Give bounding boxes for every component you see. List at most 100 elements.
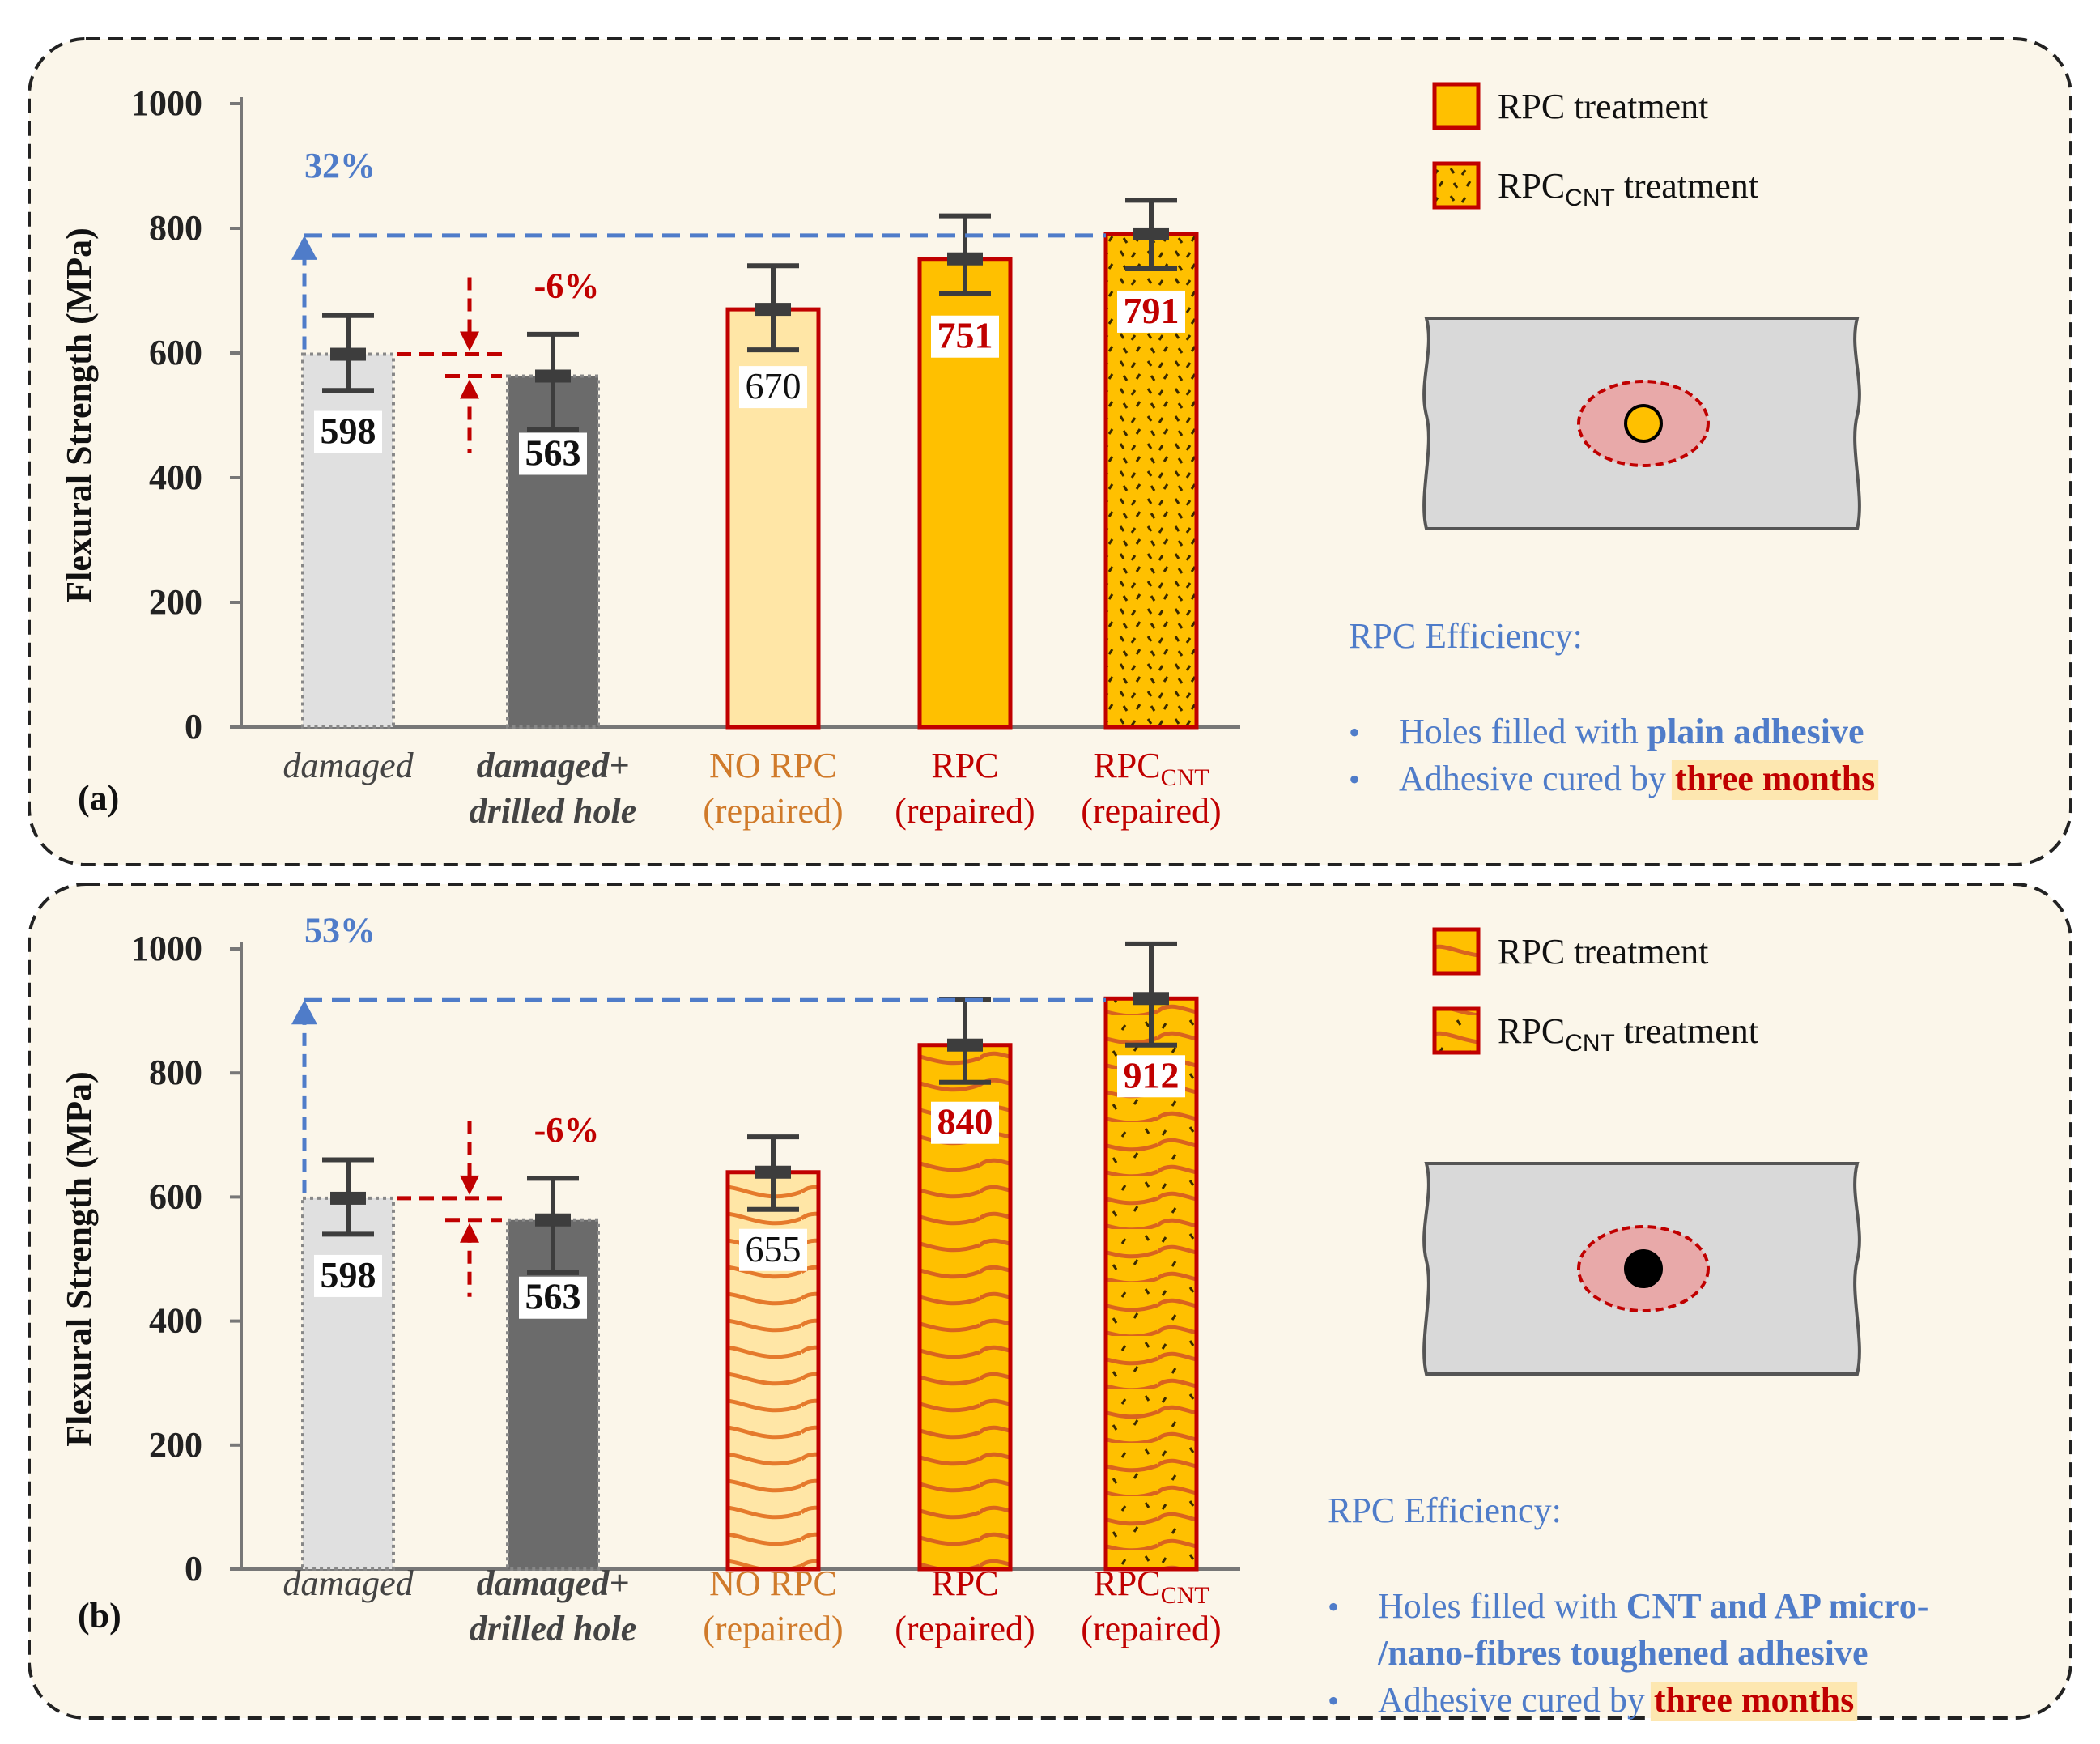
- legend-label-1: RPCCNT treatment: [1498, 1011, 1758, 1057]
- decrease-arrow-down-head: [460, 1175, 479, 1195]
- category-label-line2: (repaired): [703, 791, 843, 831]
- mean-marker: [947, 1038, 983, 1052]
- bullet-plain: Adhesive cured by: [1399, 759, 1675, 798]
- category-label-line1: NO RPC: [709, 746, 837, 785]
- category-label-line1: RPCCNT: [1093, 1563, 1209, 1609]
- hole-fill: [1624, 404, 1663, 443]
- category-label-text: RPC: [1093, 1563, 1160, 1603]
- data-label: 563: [525, 1276, 581, 1317]
- legend-swatch-0: [1432, 927, 1481, 976]
- bullet-bold: plain adhesive: [1647, 712, 1864, 751]
- category-label-line1: RPCCNT: [1093, 746, 1209, 791]
- data-label: 598: [321, 1254, 376, 1295]
- data-label-bg: [519, 432, 587, 475]
- legend-label-0: RPC treatment: [1498, 932, 1708, 972]
- legend-text: RPC: [1498, 1011, 1565, 1051]
- data-label-bg: [739, 1228, 807, 1271]
- bullet-bold: three months: [1675, 759, 1875, 798]
- category-label-line2: (repaired): [895, 1609, 1035, 1648]
- category-label-text: RPC: [931, 1563, 998, 1603]
- legend-label-0: RPC treatment: [1498, 87, 1708, 126]
- category-label-line2: (repaired): [703, 1609, 843, 1648]
- category-label-line1: NO RPC: [709, 1563, 837, 1603]
- category-label-text: NO RPC: [709, 1563, 837, 1603]
- decrease-arrow-up-head: [460, 379, 479, 399]
- mean-marker: [755, 1165, 791, 1179]
- category-subscript: CNT: [1161, 1582, 1209, 1609]
- category-label-text: RPC: [1093, 746, 1160, 785]
- legend-label-1: RPCCNT treatment: [1498, 166, 1758, 211]
- y-tick-label: 1000: [131, 929, 202, 968]
- data-label-bg: [1117, 290, 1185, 333]
- data-label: 670: [746, 365, 801, 406]
- efficiency-bullet-0: Holes filled with plain adhesive: [1399, 712, 1864, 751]
- data-label: 751: [937, 315, 993, 356]
- y-tick-label: 1000: [131, 83, 202, 123]
- decrease-label: -6%: [534, 1110, 600, 1150]
- decrease-arrow-down-head: [460, 331, 479, 351]
- data-label: 655: [746, 1228, 801, 1270]
- legend-text: RPC treatment: [1498, 87, 1708, 126]
- legend-swatch-1: [1432, 1006, 1481, 1055]
- mean-marker: [535, 369, 571, 383]
- y-tick-label: 800: [149, 1053, 202, 1092]
- legend-swatch-0: [1432, 82, 1481, 130]
- y-tick-label: 800: [149, 208, 202, 248]
- category-label-line1: damaged: [283, 1563, 414, 1603]
- panel-label: (a): [78, 778, 119, 818]
- y-tick-label: 200: [149, 1425, 202, 1465]
- data-label: 791: [1124, 290, 1180, 331]
- y-tick-label: 600: [149, 1176, 202, 1216]
- legend-subscript: CNT: [1565, 185, 1615, 211]
- mean-marker: [947, 252, 983, 266]
- category-label-text: RPC: [931, 746, 998, 785]
- category-label-line1: damaged+: [477, 1563, 630, 1603]
- category-label-line1: RPC: [931, 746, 998, 785]
- mean-marker: [755, 303, 791, 317]
- y-tick-label: 400: [149, 457, 202, 497]
- increase-arrow-head: [291, 1000, 317, 1025]
- data-label-bg: [519, 1276, 587, 1319]
- bullet-bold: CNT and AP micro-: [1626, 1586, 1929, 1626]
- category-label-text: damaged: [283, 1563, 414, 1603]
- bullet-marker: •: [1349, 761, 1360, 798]
- legend-suffix: treatment: [1615, 166, 1758, 206]
- increase-arrow-head: [291, 235, 317, 260]
- highlight-box: [1650, 1682, 1858, 1721]
- data-label-bg: [314, 410, 382, 453]
- hole-fill: [1624, 1249, 1663, 1288]
- panel-b: 0 200 400 600 800 1000 Flexural Strength (MPa)…: [28, 883, 2072, 1721]
- bullet-plain: Holes filled with: [1399, 712, 1647, 751]
- mean-marker: [330, 347, 366, 361]
- category-label-line1: RPC: [931, 1563, 998, 1603]
- legend-text: RPC: [1498, 166, 1565, 206]
- category-label-line1: damaged: [283, 746, 414, 785]
- mean-marker: [1133, 992, 1169, 1006]
- y-tick-label: 200: [149, 582, 202, 622]
- data-label-bg: [739, 366, 807, 409]
- category-label-line2: (repaired): [1081, 791, 1221, 831]
- highlight-box: [1671, 760, 1879, 800]
- category-label-text: damaged+: [477, 746, 630, 785]
- bullet-marker: •: [1328, 1589, 1339, 1625]
- efficiency-bullet-1: Adhesive cured by three months: [1399, 759, 1875, 798]
- data-label: 840: [937, 1101, 993, 1142]
- category-label-text: damaged: [283, 746, 414, 785]
- y-tick-label: 0: [185, 707, 202, 747]
- category-label-line2: drilled hole: [470, 1609, 637, 1648]
- efficiency-bullet-0: Holes filled with CNT and AP micro-: [1378, 1586, 1928, 1626]
- category-label-text: NO RPC: [709, 746, 837, 785]
- efficiency-bullet-1: Adhesive cured by three months: [1378, 1680, 1854, 1720]
- mean-marker: [1133, 227, 1169, 240]
- legend-swatch-1: [1432, 161, 1481, 210]
- decrease-arrow-up-head: [460, 1223, 479, 1243]
- increase-label: 53%: [304, 910, 376, 950]
- bullet-marker: •: [1328, 1682, 1339, 1719]
- data-label-bg: [314, 1254, 382, 1297]
- mean-marker: [535, 1213, 571, 1227]
- y-axis-label: Flexural Strength (MPa): [59, 228, 99, 603]
- efficiency-bullet-cont: /nano-fibres toughened adhesive: [1377, 1633, 1868, 1673]
- bullet-bold: three months: [1654, 1680, 1854, 1720]
- legend-subscript: CNT: [1565, 1030, 1615, 1057]
